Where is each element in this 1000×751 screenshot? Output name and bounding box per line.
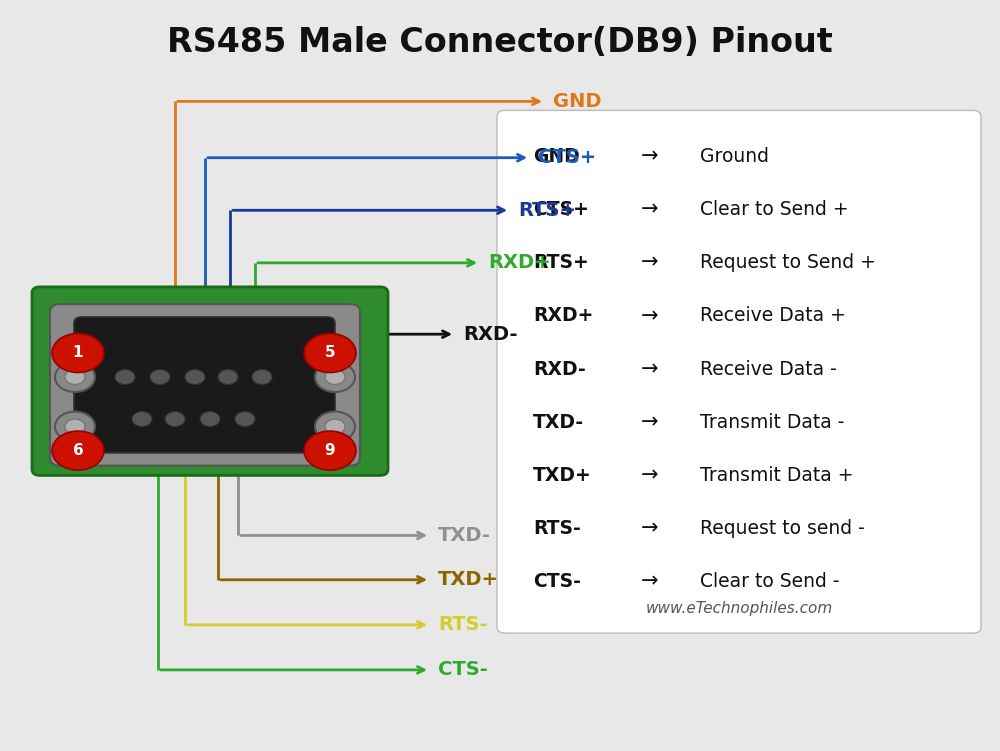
Text: 1: 1 [73, 345, 83, 360]
Circle shape [185, 369, 205, 385]
Text: Request to Send +: Request to Send + [700, 253, 876, 272]
Circle shape [55, 412, 95, 442]
Text: Clear to Send -: Clear to Send - [700, 572, 840, 591]
FancyBboxPatch shape [32, 287, 388, 475]
Circle shape [304, 431, 356, 470]
Circle shape [315, 362, 355, 392]
Circle shape [252, 369, 272, 385]
Text: TXD-: TXD- [438, 526, 491, 545]
Text: Receive Data +: Receive Data + [700, 306, 846, 325]
Text: CTS+: CTS+ [533, 200, 589, 219]
Text: 9: 9 [325, 443, 335, 458]
Text: CTS-: CTS- [438, 660, 488, 680]
Text: →: → [641, 200, 659, 219]
Text: Receive Data -: Receive Data - [700, 360, 837, 379]
Text: 5: 5 [325, 345, 335, 360]
Circle shape [52, 431, 104, 470]
Text: RXD-: RXD- [533, 360, 586, 379]
Circle shape [55, 362, 95, 392]
Text: Clear to Send +: Clear to Send + [700, 200, 849, 219]
Text: →: → [641, 412, 659, 433]
Text: RXD+: RXD+ [533, 306, 593, 325]
Text: 6: 6 [73, 443, 83, 458]
Circle shape [165, 412, 185, 427]
Text: TXD+: TXD+ [533, 466, 592, 485]
Text: →: → [641, 466, 659, 485]
Circle shape [325, 369, 345, 385]
Text: RTS+: RTS+ [518, 201, 576, 220]
Circle shape [115, 369, 135, 385]
Circle shape [325, 419, 345, 434]
Circle shape [200, 412, 220, 427]
Text: Ground: Ground [700, 146, 769, 166]
Text: →: → [641, 572, 659, 592]
Text: Transmit Data -: Transmit Data - [700, 413, 844, 432]
Text: →: → [641, 519, 659, 538]
Text: →: → [641, 306, 659, 326]
Text: RTS+: RTS+ [533, 253, 589, 272]
Text: CTS-: CTS- [533, 572, 581, 591]
Text: Request to send -: Request to send - [700, 519, 865, 538]
Circle shape [304, 333, 356, 372]
Circle shape [65, 369, 85, 385]
Text: RXD+: RXD+ [488, 253, 551, 273]
Circle shape [132, 412, 152, 427]
Circle shape [218, 369, 238, 385]
Text: GND: GND [553, 92, 602, 111]
Text: Transmit Data +: Transmit Data + [700, 466, 854, 485]
Circle shape [150, 369, 170, 385]
Circle shape [315, 412, 355, 442]
Text: TXD+: TXD+ [438, 570, 499, 590]
Text: RTS-: RTS- [438, 615, 488, 635]
FancyBboxPatch shape [74, 317, 335, 453]
Text: →: → [641, 252, 659, 273]
Text: →: → [641, 146, 659, 166]
FancyBboxPatch shape [50, 304, 360, 466]
Text: GND: GND [533, 146, 580, 166]
Circle shape [235, 412, 255, 427]
Text: www.eTechnophiles.com: www.eTechnophiles.com [645, 601, 833, 616]
Text: TXD-: TXD- [533, 413, 584, 432]
FancyBboxPatch shape [497, 110, 981, 633]
Text: CTS+: CTS+ [538, 148, 596, 167]
Text: →: → [641, 359, 659, 379]
Text: RS485 Male Connector(DB9) Pinout: RS485 Male Connector(DB9) Pinout [167, 26, 833, 59]
Circle shape [65, 419, 85, 434]
Text: RXD-: RXD- [463, 324, 518, 344]
Circle shape [52, 333, 104, 372]
Text: RTS-: RTS- [533, 519, 581, 538]
